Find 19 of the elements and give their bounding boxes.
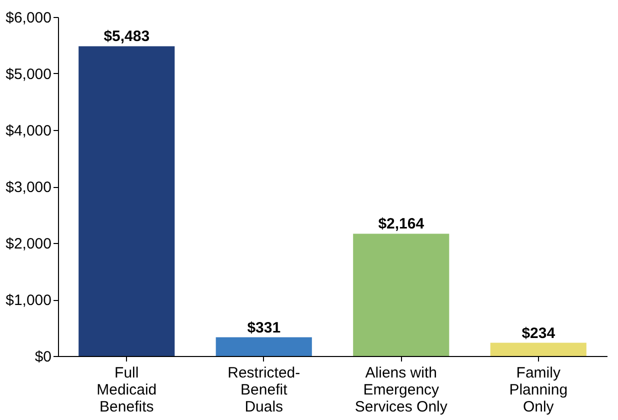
y-tick-label: $0	[34, 348, 52, 366]
bar	[353, 234, 450, 356]
y-tick-label: $2,000	[6, 236, 52, 252]
bar	[490, 342, 586, 356]
x-tick-label: Restricted- Benefit Duals	[228, 364, 300, 416]
x-tick-label: Full Medicaid Benefits	[96, 364, 157, 416]
data-label: $331	[247, 319, 281, 336]
bar	[78, 46, 175, 356]
data-label: $5,483	[104, 28, 150, 46]
y-tick-label: $3,000	[6, 179, 52, 196]
y-tick-label: $5,000	[6, 66, 52, 83]
x-tick-label: Family Planning Only	[509, 364, 568, 416]
bar	[216, 337, 312, 356]
data-label: $2,164	[378, 216, 425, 233]
y-tick-label: $4,000	[6, 122, 52, 140]
x-tick-label: Aliens with Emergency Services Only	[354, 364, 448, 416]
y-tick-label: $1,000	[6, 292, 52, 309]
data-label: $234	[522, 324, 556, 342]
y-tick-label: $6,000	[6, 10, 52, 26]
